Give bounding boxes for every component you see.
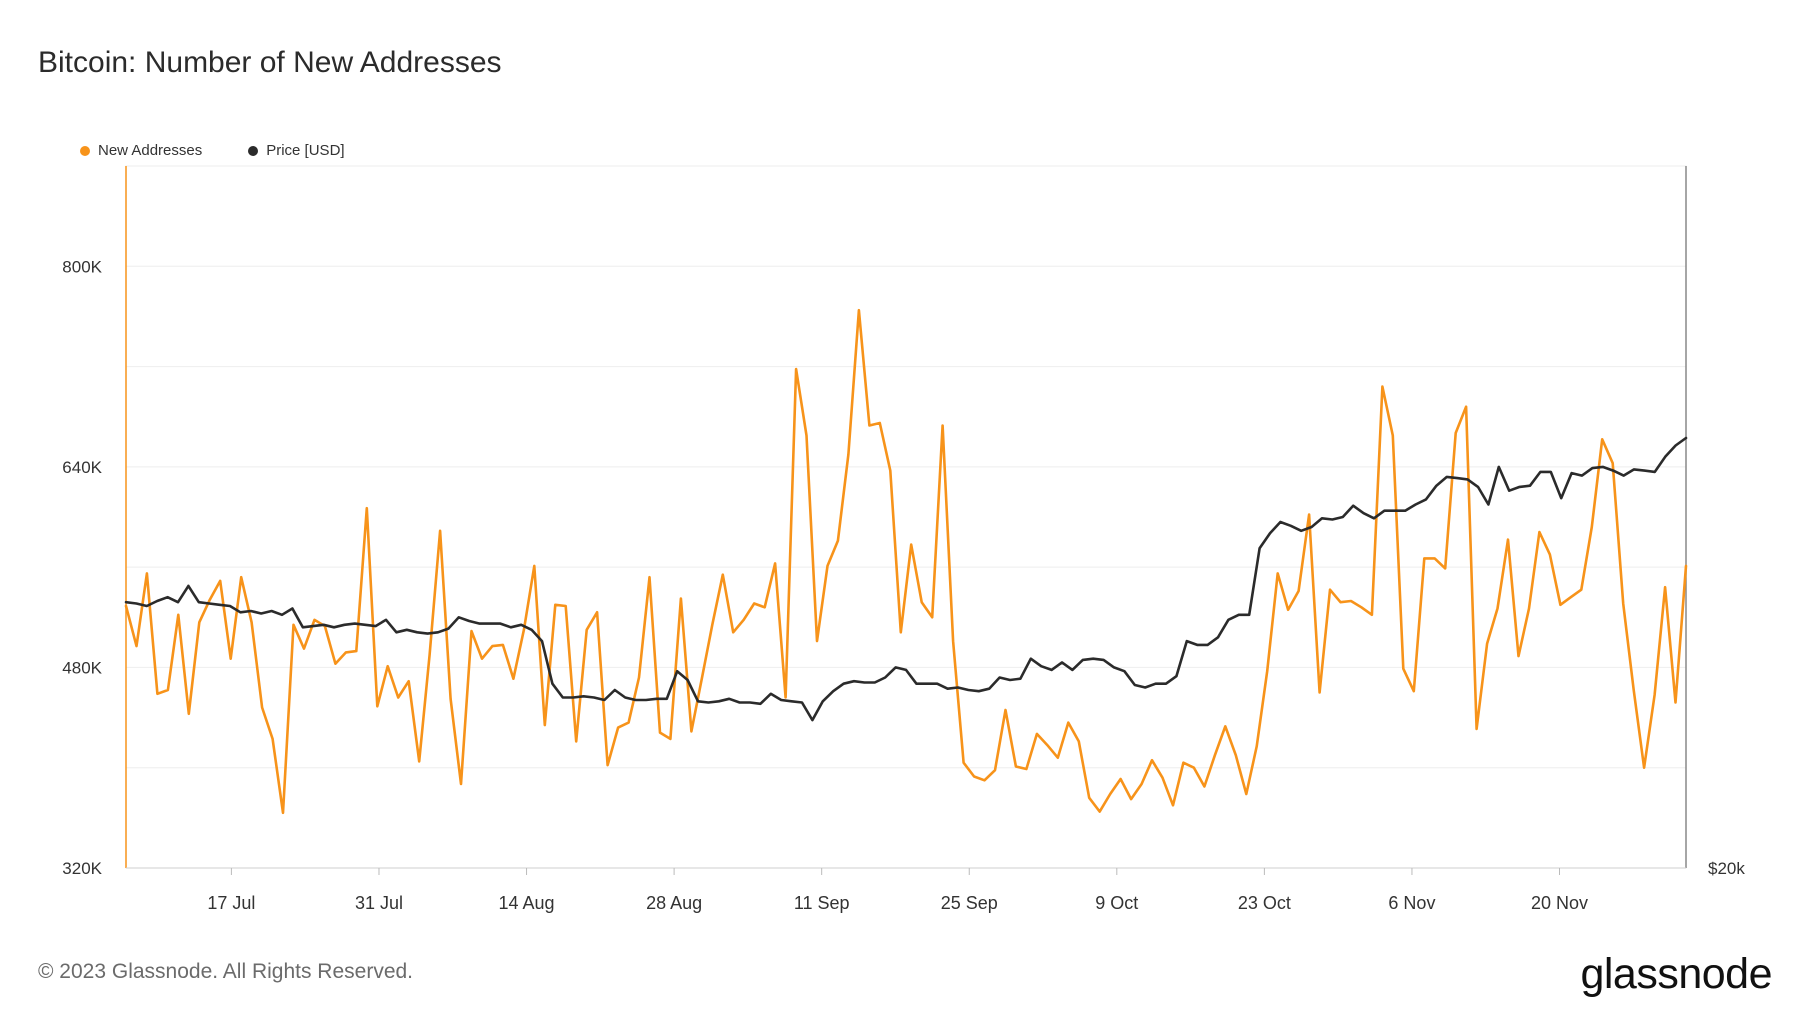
- x-tick-label: 20 Nov: [1531, 893, 1588, 913]
- y-tick-label: 800K: [62, 257, 102, 276]
- series-line-price: [124, 436, 1688, 722]
- right-axis-label: $20k: [1708, 859, 1745, 878]
- y-tick-label: 640K: [62, 458, 102, 477]
- x-tick-label: 14 Aug: [499, 893, 555, 913]
- chart-title: Bitcoin: Number of New Addresses: [38, 46, 502, 79]
- x-tick-label: 28 Aug: [646, 893, 702, 913]
- legend-item-new-addresses[interactable]: New Addresses: [80, 142, 202, 159]
- x-tick-label: 6 Nov: [1388, 893, 1435, 913]
- legend-dot-dark: [248, 145, 259, 156]
- series-line-new-addresses: [124, 308, 1688, 815]
- x-tick-label: 31 Jul: [355, 893, 403, 913]
- y-tick-label: 480K: [62, 658, 102, 677]
- legend-label: Price [USD]: [266, 142, 345, 159]
- x-tick-label: 23 Oct: [1238, 893, 1291, 913]
- x-tick-label: 25 Sep: [941, 893, 998, 913]
- y-tick-label: 320K: [62, 859, 102, 878]
- legend-dot-orange: [80, 145, 90, 156]
- x-tick-label: 9 Oct: [1095, 893, 1138, 913]
- legend: New Addresses Price [USD]: [80, 142, 345, 159]
- plot-frame: [125, 165, 1687, 869]
- legend-item-price[interactable]: Price [USD]: [248, 142, 345, 159]
- legend-label: New Addresses: [98, 142, 203, 159]
- copyright-footer: © 2023 Glassnode. All Rights Reserved.: [38, 960, 414, 983]
- x-tick-label: 17 Jul: [207, 893, 255, 913]
- glassnode-logo: glassnode: [1580, 950, 1772, 998]
- x-tick-label: 11 Sep: [794, 893, 850, 913]
